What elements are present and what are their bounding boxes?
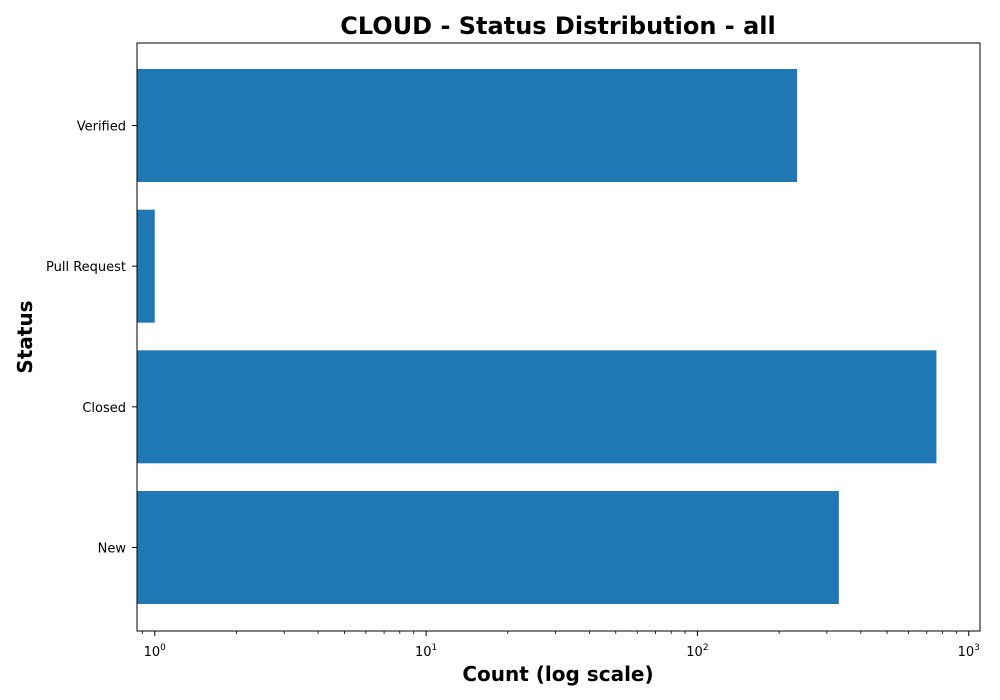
y-axis-ticks: Verified Pull Request Closed New [46,120,137,557]
chart-title: CLOUD - Status Distribution - all [340,12,776,40]
bar-new [137,491,839,604]
y-axis-label: Status [13,300,37,373]
bar-pull-request [137,209,155,323]
y-tick-label: Closed [82,401,126,416]
x-tick-label: 100 [144,643,167,660]
plot-area-frame [136,42,981,632]
y-tick-label: Verified [77,120,126,135]
x-axis-label: Count (log scale) [462,662,653,686]
bars-group [137,69,937,604]
bar-verified [137,69,798,182]
x-axis-ticks: 100 101 102 103 [141,631,980,660]
y-tick-label: New [98,542,127,557]
y-tick-label: Pull Request [46,260,126,275]
x-tick-label: 103 [958,643,980,660]
x-tick-label: 101 [415,643,437,660]
bar-closed [137,350,937,464]
x-tick-label: 102 [686,643,708,660]
